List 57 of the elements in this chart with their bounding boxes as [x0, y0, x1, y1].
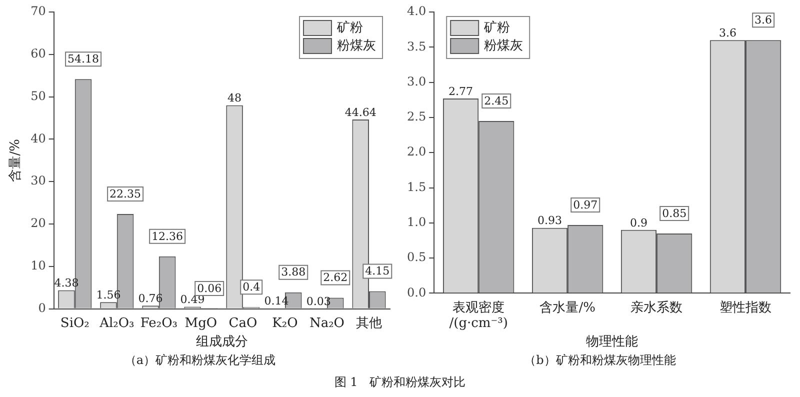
x-tick-label: 含水量/% — [540, 300, 596, 316]
data-label: 44.64 — [344, 106, 376, 119]
y-tick-label: 70 — [30, 4, 46, 18]
y-tick-label: 20 — [30, 216, 46, 230]
data-label: 54.18 — [68, 52, 100, 66]
legend-label: 粉煤灰 — [484, 38, 524, 54]
y-tick-label: 4.0 — [406, 4, 426, 18]
data-label: 12.36 — [152, 230, 184, 243]
y-tick-label: 1.5 — [406, 180, 426, 194]
text: （b）矿粉和粉煤灰物理性能 — [523, 352, 677, 369]
x-tick-label: CaO — [228, 316, 258, 331]
legend-label: 粉煤灰 — [337, 38, 376, 54]
y-tick-label: 2.5 — [406, 110, 426, 124]
x-axis-title: 物理性能 — [586, 334, 638, 350]
x-tick-label: 表观密度/(g·cm⁻³) — [449, 299, 508, 331]
x-tick-label: Al₂O₃ — [98, 316, 134, 331]
data-label: 2.45 — [484, 94, 509, 108]
data-label: 0.9 — [630, 216, 648, 230]
caption: 图 1 矿粉和粉煤灰对比 — [333, 374, 467, 391]
x-tick-label: SiO₂ — [60, 316, 90, 331]
legend-label: 矿粉 — [336, 20, 363, 36]
y-tick-label: 3.5 — [406, 39, 426, 54]
text: （a）矿粉和粉煤灰化学组成 — [123, 352, 277, 369]
y-tick-label: 50 — [30, 88, 46, 103]
x-tick-label: 其他 — [356, 316, 382, 331]
x-tick-label: 塑性指数 — [720, 299, 772, 316]
data-label: 3.6 — [754, 13, 772, 26]
data-label: 3.88 — [281, 266, 306, 279]
data-label: 2.62 — [323, 271, 348, 284]
data-label: 22.35 — [110, 187, 142, 200]
data-label: 0.85 — [662, 206, 687, 220]
x-tick-label: K₂O — [272, 316, 298, 331]
y-tick-label: 1.0 — [406, 215, 426, 230]
data-label: 3.6 — [718, 26, 736, 40]
x-axis-title: 组成成分 — [196, 334, 248, 350]
data-label: 0.93 — [538, 214, 562, 228]
y-tick-label: 0 — [38, 300, 46, 315]
y-tick-label: 0.5 — [406, 250, 426, 264]
data-label: 48 — [228, 92, 242, 105]
data-label: 0.06 — [197, 282, 222, 295]
data-label: 0.4 — [242, 280, 260, 294]
y-tick-label: 3.0 — [406, 74, 426, 88]
data-label: 0.97 — [573, 198, 598, 212]
y-tick-label: 2.0 — [406, 144, 426, 159]
y-tick-label: 40 — [30, 131, 46, 146]
x-tick-label: 亲水系数 — [630, 300, 683, 316]
x-tick-label: Na₂O — [309, 316, 344, 331]
y-tick-label: 60 — [30, 46, 46, 61]
data-label: 2.77 — [448, 84, 474, 98]
y-tick-label: 30 — [30, 174, 46, 188]
y-tick-label: 10 — [30, 258, 46, 273]
y-axis-title: 含量/% — [8, 139, 24, 182]
legend-label: 矿粉 — [483, 20, 510, 36]
x-tick-label: MgO — [184, 316, 218, 331]
data-label: 4.15 — [365, 264, 390, 278]
y-tick-label: 0.0 — [406, 285, 426, 300]
x-tick-label: Fe₂O₃ — [140, 316, 178, 331]
